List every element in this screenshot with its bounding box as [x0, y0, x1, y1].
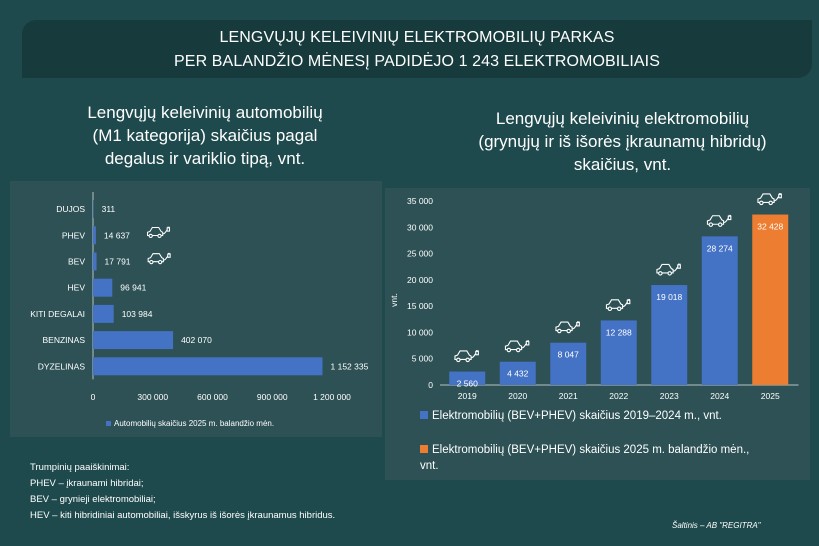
category-label-3: HEV	[68, 283, 86, 293]
y-tick-label-5: 25 000	[407, 249, 433, 259]
bar-2	[93, 252, 97, 271]
right-title-line-2: (grynųjų ir iš išorės įkraunamų hibridų)	[478, 132, 767, 151]
header-line-1: LENGVŲJŲ KELEIVINIŲ ELEKTROMOBILIŲ PARKA…	[219, 29, 615, 46]
x-tick-label-2025: 2025	[761, 391, 780, 401]
bar-5	[93, 331, 174, 350]
x-tick-label-2024: 2024	[710, 391, 729, 401]
bar-2019	[449, 371, 486, 385]
y-tick-label-7: 35 000	[407, 196, 433, 206]
ev-car-icon	[146, 226, 171, 239]
y-tick-label-3: 15 000	[407, 301, 433, 311]
ev-car-icon	[605, 298, 631, 311]
x-tick-label-0: 0	[91, 392, 96, 402]
header-line-2: PER BALANDŽIO MĖNESĮ PADIDĖJO 1 243 ELEK…	[174, 53, 660, 70]
x-tick-label-2019: 2019	[458, 391, 477, 401]
y-axis-title: vnt.	[389, 293, 399, 307]
value-label-1: 14 637	[104, 230, 130, 240]
legend-text-1: Elektromobilių (BEV+PHEV) skaičius 2019–…	[432, 410, 722, 422]
category-label-0: DUJOS	[56, 204, 85, 214]
bar-2023	[651, 285, 688, 385]
bar-4	[93, 304, 114, 323]
ev-car-icon	[706, 214, 732, 227]
notes-title: Trumpinių paaiškinimai:	[30, 462, 130, 473]
left-chart-panel: DUJOS 311 PHEV 14 637 BEV 17 791 HEV 96 941 KITI…	[10, 181, 382, 437]
legend-swatch	[106, 421, 111, 426]
value-label-6: 1 152 335	[331, 361, 369, 371]
right-title-line-3: skaičius, vnt.	[573, 155, 672, 174]
value-label-2022: 12 288	[606, 327, 632, 337]
ev-car-icon	[504, 340, 530, 353]
x-tick-label-2021: 2021	[559, 391, 578, 401]
bar-2021	[550, 342, 587, 385]
right-title-line-1: Lengvųjų keleivinių elektromobilių	[495, 109, 750, 128]
header-banner: LENGVŲJŲ KELEIVINIŲ ELEKTROMOBILIŲ PARKA…	[22, 20, 812, 78]
right-chart-title: Lengvųjų keleivinių elektromobilių (gryn…	[425, 107, 819, 176]
ev-car-icon	[555, 321, 580, 334]
legend-swatch-blue	[420, 411, 428, 419]
bar-2024	[701, 236, 738, 385]
x-tick-label-1: 300 000	[137, 392, 168, 402]
value-label-2024: 28 274	[707, 243, 733, 253]
category-label-4: KITI DEGALAI	[30, 309, 85, 319]
value-label-2021: 8 047	[558, 350, 580, 360]
value-label-2023: 19 018	[656, 292, 682, 302]
category-label-6: DYZELINAS	[38, 361, 86, 371]
value-label-2025: 32 428	[757, 222, 783, 232]
legend-text-2-line-1: Elektromobilių (BEV+PHEV) skaičius 2025 …	[432, 444, 750, 456]
category-label-5: BENZINAS	[42, 335, 85, 345]
ev-count-bar-chart: 0 5 000 10 000 15 000 20 000 25 000 30 000 35 0…	[389, 193, 799, 401]
y-tick-label-2: 10 000	[407, 327, 433, 337]
y-tick-label-4: 20 000	[407, 275, 433, 285]
value-label-2020: 4 432	[507, 369, 529, 379]
x-tick-label-4: 1 200 000	[313, 392, 351, 402]
value-label-5: 402 070	[181, 335, 212, 345]
right-legend-item-2: Elektromobilių (BEV+PHEV) skaičius 2025 …	[420, 442, 749, 474]
ev-car-icon	[454, 350, 479, 363]
fuel-type-bar-chart: DUJOS 311 PHEV 14 637 BEV 17 791 HEV 96 941 KITI…	[30, 192, 369, 428]
category-label-1: PHEV	[62, 230, 85, 240]
right-legend-item-1: Elektromobilių (BEV+PHEV) skaičius 2019–…	[420, 408, 722, 424]
left-title-line-3: degalus ir variklio tipą, vnt.	[104, 149, 306, 168]
x-tick-label-2023: 2023	[660, 391, 679, 401]
bar-6	[93, 357, 323, 376]
x-tick-label-2: 600 000	[197, 392, 228, 402]
value-label-3: 96 941	[120, 283, 146, 293]
abbreviation-notes: Trumpinių paaiškinimai: PHEV – įkraunami…	[30, 460, 335, 524]
notes-bev: BEV – grynieji elektromobiliai;	[30, 494, 156, 505]
right-chart-panel: 0 5 000 10 000 15 000 20 000 25 000 30 000 35 0…	[385, 188, 810, 480]
left-title-line-2: (M1 kategorija) skaičius pagal	[92, 126, 318, 145]
y-tick-label-0: 0	[428, 380, 433, 390]
y-tick-label-1: 5 000	[412, 354, 434, 364]
bar-0	[93, 200, 94, 219]
x-tick-label-3: 900 000	[257, 392, 288, 402]
source-note: Šaltinis – AB "REGITRA"	[672, 521, 761, 530]
x-tick-label-2020: 2020	[508, 391, 527, 401]
legend-text-2-line-2: vnt.	[420, 460, 439, 472]
bar-2025	[752, 214, 789, 385]
bar-2020	[499, 361, 536, 385]
category-label-2: BEV	[68, 257, 85, 267]
notes-phev: PHEV – įkraunami hibridai;	[30, 478, 144, 489]
bar-3	[93, 278, 113, 297]
ev-car-icon	[147, 252, 171, 265]
value-label-0: 311	[102, 204, 116, 214]
ev-car-icon	[757, 193, 782, 206]
bar-1	[93, 226, 96, 245]
left-title-line-1: Lengvųjų keleivinių automobilių	[87, 103, 323, 122]
legend-label: Automobilių skaičius 2025 m. balandžio m…	[114, 419, 274, 428]
y-tick-label-6: 30 000	[407, 222, 433, 232]
x-tick-label-2022: 2022	[609, 391, 628, 401]
value-label-2: 17 791	[105, 257, 131, 267]
bar-2022	[600, 320, 637, 385]
left-chart-title: Lengvųjų keleivinių automobilių (M1 kate…	[20, 101, 390, 170]
value-label-4: 103 984	[122, 309, 153, 319]
ev-car-icon	[656, 263, 681, 276]
legend-swatch-orange	[420, 445, 428, 453]
value-label-2019: 2 560	[457, 379, 479, 389]
notes-hev: HEV – kiti hibridiniai automobiliai, išs…	[30, 510, 336, 521]
